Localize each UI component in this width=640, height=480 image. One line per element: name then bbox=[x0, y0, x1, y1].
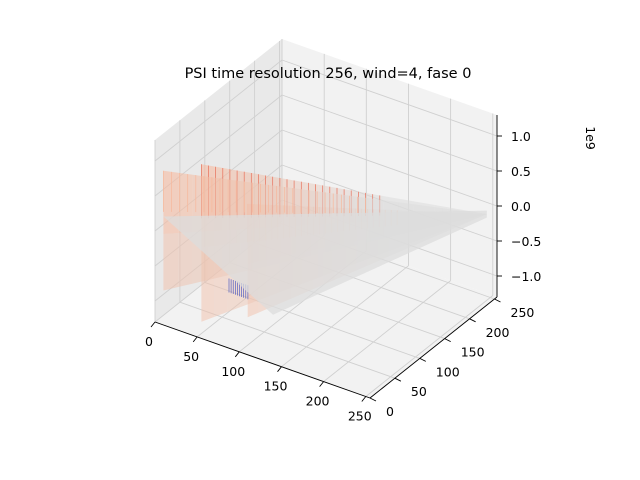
z-tick-label: −0.5 bbox=[511, 234, 541, 249]
surface-main-sheet bbox=[163, 210, 487, 315]
x-tick-mark bbox=[319, 381, 324, 387]
surface-lower-sheet bbox=[178, 232, 193, 287]
chart-title: PSI time resolution 256, wind=4, fase 0 bbox=[185, 66, 472, 82]
z-offset-label: 1e9 bbox=[583, 126, 598, 150]
y-tick-label: 0 bbox=[386, 404, 394, 419]
grid-line-z bbox=[281, 59, 498, 137]
x-axis-line bbox=[154, 321, 371, 399]
y-tick-mark bbox=[444, 338, 451, 343]
grid-line-x bbox=[365, 295, 494, 397]
z-tick-label: −1.0 bbox=[511, 269, 541, 284]
x-tick-label: 0 bbox=[145, 334, 153, 349]
grid-line-z bbox=[154, 59, 283, 162]
y-tick-mark bbox=[494, 298, 501, 303]
surface-plot bbox=[163, 164, 487, 322]
z-tick-label: 1.0 bbox=[511, 129, 531, 144]
x-tick-label: 100 bbox=[221, 364, 245, 379]
grid-line-x bbox=[323, 280, 451, 382]
x-tick-mark bbox=[277, 366, 282, 372]
z-tick-label: 0.5 bbox=[511, 164, 531, 179]
x-tick-mark bbox=[192, 336, 198, 343]
y-axis-line bbox=[369, 296, 498, 399]
axis-lines bbox=[150, 115, 502, 402]
grid-line-z bbox=[281, 129, 498, 207]
y-tick-label: 50 bbox=[411, 384, 427, 399]
x-tick-label: 150 bbox=[264, 379, 288, 394]
y-tick-mark bbox=[394, 377, 402, 382]
surface-lower-sheet bbox=[163, 233, 179, 291]
y-tick-label: 200 bbox=[486, 325, 510, 340]
y-tick-label: 100 bbox=[436, 364, 460, 379]
grid-line-z bbox=[281, 94, 498, 172]
x-tick-mark bbox=[361, 396, 367, 402]
x-tick-label: 250 bbox=[348, 409, 372, 424]
x-tick-mark bbox=[234, 351, 240, 358]
y-tick-label: 250 bbox=[511, 305, 535, 320]
y-tick-mark bbox=[369, 397, 377, 402]
y-tick-mark bbox=[469, 318, 476, 323]
x-tick-label: 200 bbox=[306, 394, 330, 409]
x-tick-mark bbox=[150, 321, 156, 328]
z-tick-label: 0.0 bbox=[511, 199, 531, 214]
x-tick-label: 50 bbox=[183, 349, 199, 364]
grid-line-x bbox=[281, 265, 409, 368]
y-tick-label: 150 bbox=[461, 345, 485, 360]
y-tick-mark bbox=[419, 357, 427, 362]
